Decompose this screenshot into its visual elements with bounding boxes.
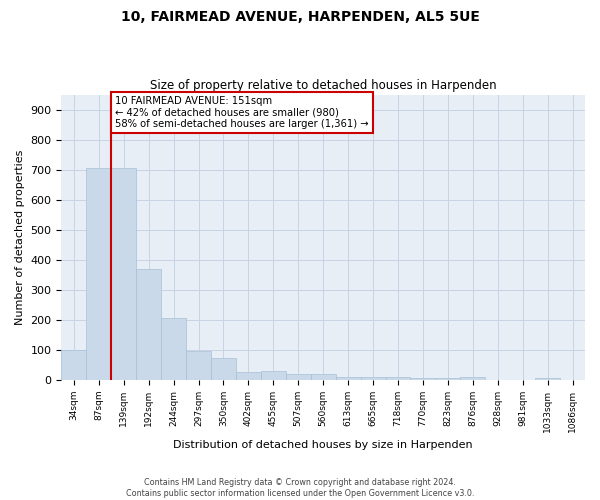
Bar bbox=[186, 352, 211, 380]
Bar bbox=[111, 168, 136, 380]
Bar bbox=[335, 377, 361, 380]
Bar bbox=[460, 377, 485, 380]
Bar bbox=[211, 358, 236, 380]
Text: 10, FAIRMEAD AVENUE, HARPENDEN, AL5 5UE: 10, FAIRMEAD AVENUE, HARPENDEN, AL5 5UE bbox=[121, 10, 479, 24]
Bar bbox=[361, 378, 386, 380]
Bar bbox=[86, 168, 111, 380]
Bar bbox=[236, 372, 261, 380]
Text: Contains HM Land Registry data © Crown copyright and database right 2024.
Contai: Contains HM Land Registry data © Crown c… bbox=[126, 478, 474, 498]
Title: Size of property relative to detached houses in Harpenden: Size of property relative to detached ho… bbox=[150, 79, 497, 92]
Bar bbox=[161, 318, 186, 380]
Bar bbox=[535, 378, 560, 380]
Bar bbox=[136, 268, 161, 380]
Bar bbox=[436, 378, 460, 380]
Bar bbox=[311, 374, 335, 380]
Bar bbox=[386, 378, 410, 380]
Y-axis label: Number of detached properties: Number of detached properties bbox=[15, 150, 25, 325]
Bar bbox=[410, 378, 436, 380]
Text: 10 FAIRMEAD AVENUE: 151sqm
← 42% of detached houses are smaller (980)
58% of sem: 10 FAIRMEAD AVENUE: 151sqm ← 42% of deta… bbox=[115, 96, 368, 130]
X-axis label: Distribution of detached houses by size in Harpenden: Distribution of detached houses by size … bbox=[173, 440, 473, 450]
Bar bbox=[286, 374, 311, 380]
Bar bbox=[261, 371, 286, 380]
Bar bbox=[61, 350, 86, 380]
